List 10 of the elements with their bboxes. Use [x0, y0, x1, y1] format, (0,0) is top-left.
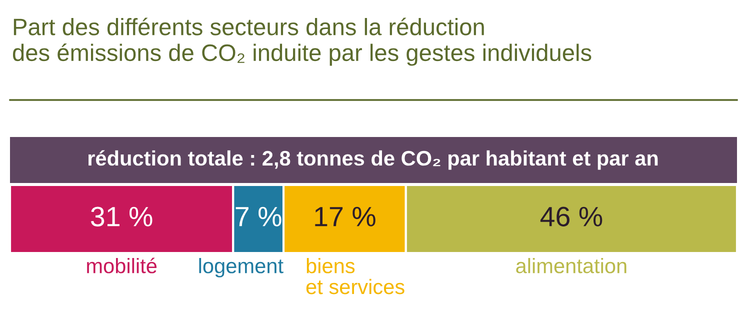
text: réduction totale : 2,8 tonnes de CO₂ par habitant et par an: [88, 150, 658, 170]
data-label: 46 %: [540, 206, 602, 226]
chart-title: Part des différents secteurs dans la réduction des émissions de CO₂ induite par les gestes individuels: [12, 18, 592, 66]
series-label: biens et services: [306, 258, 404, 294]
series-label: logement: [199, 258, 284, 278]
data-label: 17 %: [315, 206, 376, 226]
series-label: alimentation: [516, 258, 626, 274]
series-label: mobilité: [87, 258, 157, 274]
data-label: 31 %: [90, 206, 152, 226]
data-label: 7 %: [236, 206, 282, 226]
